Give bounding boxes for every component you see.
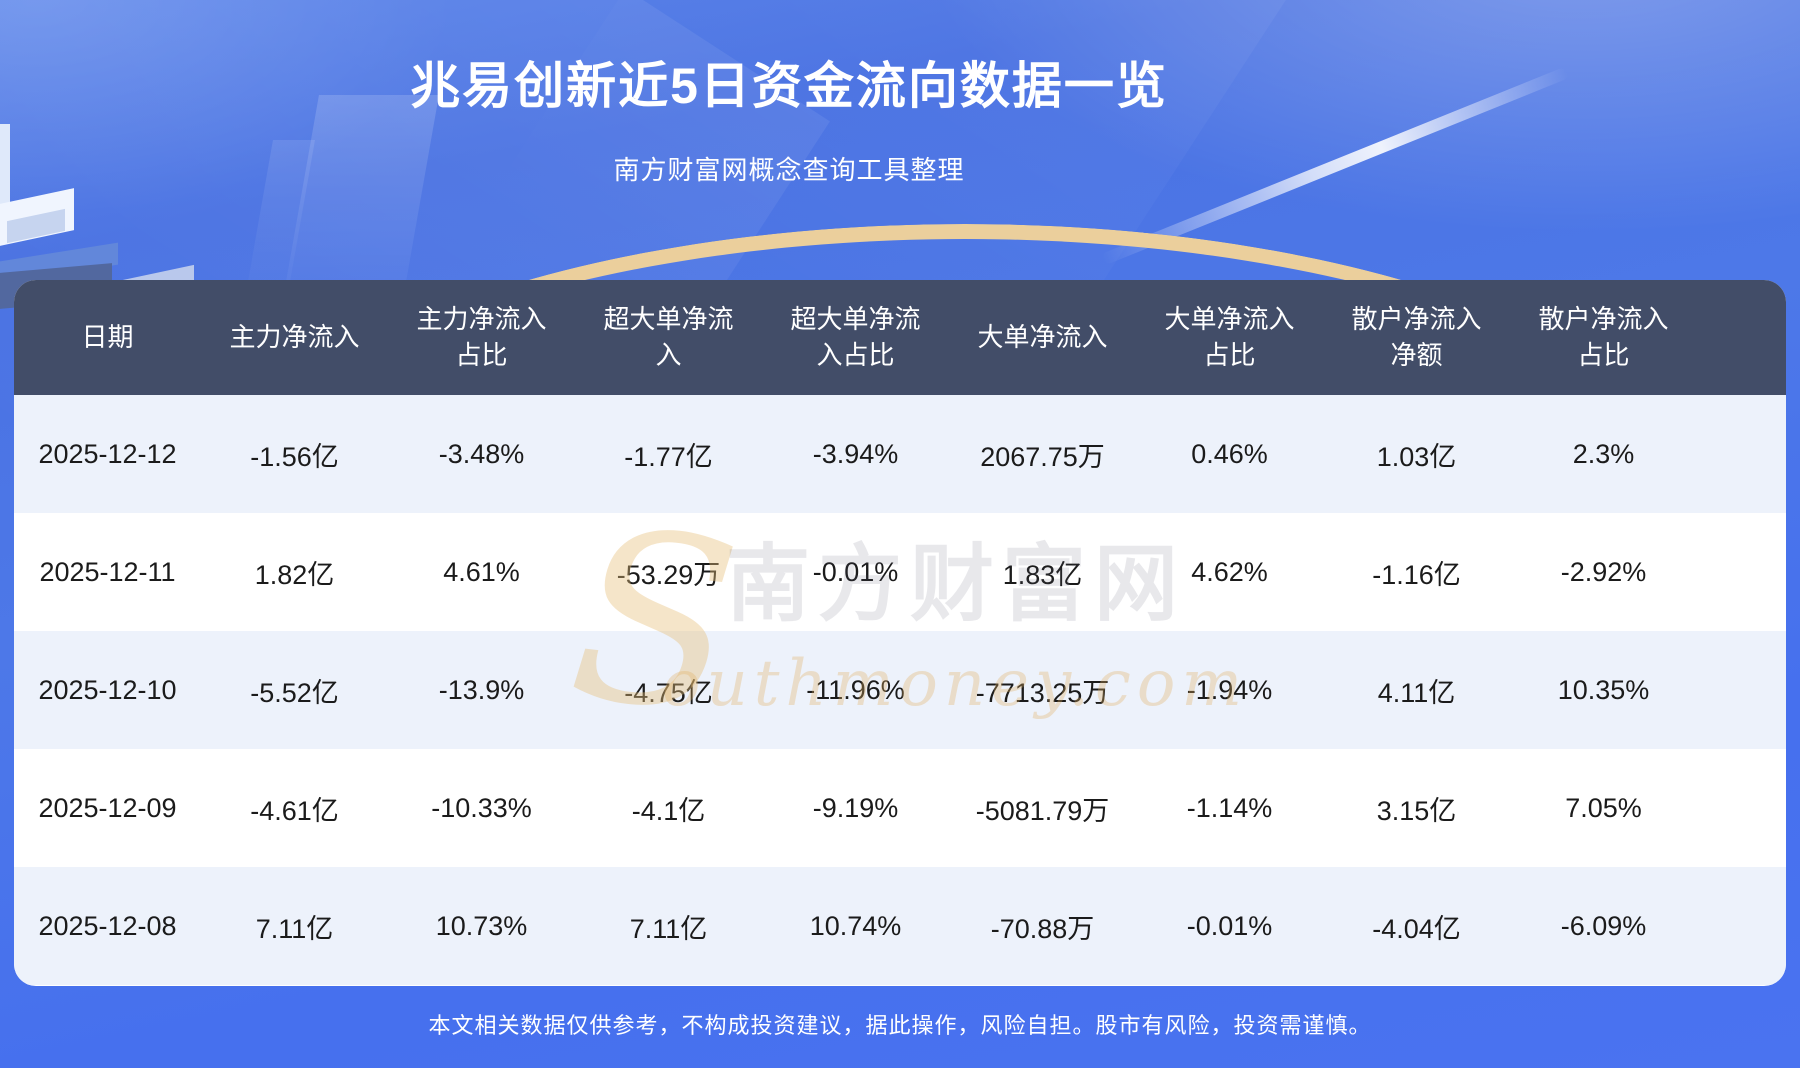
header-area: 兆易创新近5日资金流向数据一览 南方财富网概念查询工具整理 [0,0,1578,185]
disclaimer-text: 本文相关数据仅供参考，不构成投资建议，据此操作，风险自担。股市有风险，投资需谨慎… [428,1013,1372,1038]
column-header: 散户净流入净额 [1351,304,1482,370]
value-cell: -1.94% [1186,674,1273,705]
value-cell: 4.11亿 [1377,677,1456,708]
value-cell: 7.05% [1565,792,1642,823]
column-header: 主力净流入 [229,321,360,352]
value-cell: -0.01% [1186,910,1273,941]
page-subtitle: 南方财富网概念查询工具整理 [613,155,965,185]
column-header: 散户净流入占比 [1538,304,1669,370]
value-cell: -5.52亿 [250,677,339,708]
value-cell: 4.62% [1191,556,1268,587]
column-header: 超大单净流入占比 [790,304,921,370]
value-cell: -1.16亿 [1372,559,1461,590]
table-row: 2025-12-12 -1.56亿 -3.48% -1.77亿 -3.94% 2067.7… [14,395,1786,513]
date-cell: 2025-12-10 [38,674,177,705]
value-cell: 1.82亿 [254,559,335,590]
building-pillar [0,124,10,216]
date-cell: 2025-12-09 [38,792,177,823]
value-cell: -5081.79万 [975,795,1110,826]
value-cell: -7713.25万 [975,677,1110,708]
table-row: 2025-12-09 -4.61亿 -10.33% -4.1亿 -9.19% -5081.… [14,749,1786,867]
fund-flow-table: 日期 主力净流入 主力净流入占比 超大单净流入 超大单净流入占比 大单净流入 大单净流入占比… [14,280,1786,986]
table-row: 2025-12-11 1.82亿 4.61% -53.29万 -0.01% 1.83亿 4.… [14,513,1786,631]
table-body: 2025-12-12 -1.56亿 -3.48% -1.77亿 -3.94% 2067.7… [14,395,1786,985]
value-cell: 10.73% [435,910,528,941]
value-cell: -4.1亿 [631,795,706,826]
value-cell: -3.94% [812,438,899,469]
value-cell: -1.77亿 [624,441,713,472]
value-cell: -9.19% [812,792,899,823]
value-cell: 2.3% [1572,438,1635,469]
table-row: 2025-12-08 7.11亿 10.73% 7.11亿 10.74% -70.88万 -… [14,867,1786,985]
value-cell: -3.48% [438,438,525,469]
value-cell: 7.11亿 [255,913,334,944]
value-cell: 1.83亿 [1002,559,1083,590]
value-cell: -10.33% [431,792,532,823]
value-cell: 7.11亿 [629,913,708,944]
value-cell: -6.09% [1560,910,1647,941]
value-cell: 10.74% [809,910,902,941]
value-cell: -4.75亿 [624,677,713,708]
value-cell: 3.15亿 [1376,795,1457,826]
value-cell: -1.56亿 [250,441,339,472]
date-cell: 2025-12-08 [38,910,177,941]
column-header: 日期 [81,321,134,352]
value-cell: -1.14% [1186,792,1273,823]
column-header: 主力净流入占比 [416,304,547,370]
date-cell: 2025-12-12 [38,438,177,469]
value-cell: 0.46% [1191,438,1268,469]
value-cell: -4.04亿 [1372,913,1461,944]
date-cell: 2025-12-11 [39,556,176,587]
value-cell: -53.29万 [616,559,721,590]
column-header: 超大单净流入 [603,304,734,370]
page-title: 兆易创新近5日资金流向数据一览 [410,58,1168,114]
column-header: 大单净流入 [977,321,1108,352]
table-row: 2025-12-10 -5.52亿 -13.9% -4.75亿 -11.96% -7713… [14,631,1786,749]
value-cell: -2.92% [1560,556,1647,587]
value-cell: 4.61% [443,556,520,587]
value-cell: -70.88万 [990,913,1095,944]
table-header-row: 日期 主力净流入 主力净流入占比 超大单净流入 超大单净流入占比 大单净流入 大单净流入占比… [14,280,1786,395]
value-cell: 1.03亿 [1376,441,1457,472]
value-cell: -4.61亿 [250,795,339,826]
value-cell: -0.01% [812,556,899,587]
value-cell: -13.9% [438,674,525,705]
value-cell: 10.35% [1557,674,1650,705]
column-header: 大单净流入占比 [1164,304,1295,370]
value-cell: 2067.75万 [980,441,1105,472]
value-cell: -11.96% [806,674,905,705]
